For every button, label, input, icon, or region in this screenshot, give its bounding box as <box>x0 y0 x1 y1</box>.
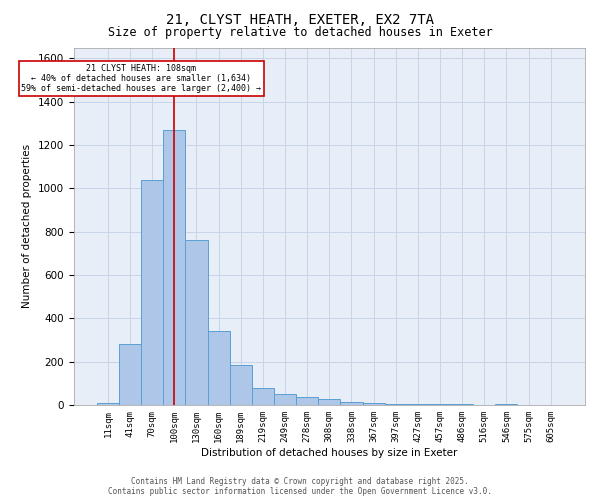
Bar <box>119 344 141 405</box>
Bar <box>230 365 252 405</box>
Bar <box>97 402 119 405</box>
Bar <box>296 396 318 405</box>
X-axis label: Distribution of detached houses by size in Exeter: Distribution of detached houses by size … <box>201 448 457 458</box>
Bar <box>274 394 296 405</box>
Bar <box>429 404 451 405</box>
Bar <box>340 402 362 405</box>
Text: Size of property relative to detached houses in Exeter: Size of property relative to detached ho… <box>107 26 493 39</box>
Bar <box>185 240 208 405</box>
Text: Contains HM Land Registry data © Crown copyright and database right 2025.
Contai: Contains HM Land Registry data © Crown c… <box>108 476 492 496</box>
Y-axis label: Number of detached properties: Number of detached properties <box>22 144 32 308</box>
Bar <box>252 388 274 405</box>
Bar <box>318 400 340 405</box>
Bar <box>163 130 185 405</box>
Bar <box>141 180 163 405</box>
Bar <box>362 402 385 405</box>
Bar <box>208 331 230 405</box>
Text: 21 CLYST HEATH: 108sqm
← 40% of detached houses are smaller (1,634)
59% of semi-: 21 CLYST HEATH: 108sqm ← 40% of detached… <box>21 64 261 94</box>
Text: 21, CLYST HEATH, EXETER, EX2 7TA: 21, CLYST HEATH, EXETER, EX2 7TA <box>166 12 434 26</box>
Bar <box>385 404 407 405</box>
